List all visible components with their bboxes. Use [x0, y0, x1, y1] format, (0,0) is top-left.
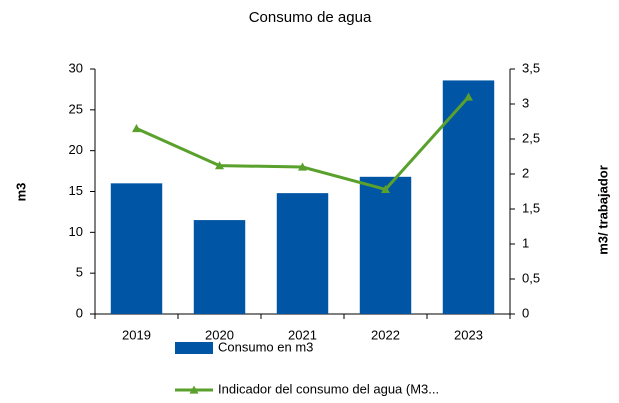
y-tick-label: 25	[69, 101, 83, 116]
y-tick-label: 20	[69, 142, 83, 157]
marker	[215, 161, 224, 170]
y-tick-label: 0	[76, 305, 83, 320]
marker	[298, 162, 307, 171]
x-tick-label: 2023	[454, 327, 483, 342]
marker	[132, 124, 141, 133]
y-tick-label: 5	[76, 265, 83, 280]
y2-tick-label: 2,5	[522, 130, 540, 145]
legend-swatch	[175, 342, 213, 354]
y-tick-label: 30	[69, 60, 83, 75]
legend-label: Consumo en m3	[218, 339, 313, 354]
y2-tick-label: 0,5	[522, 270, 540, 285]
legend-label: Indicador del consumo del agua (M3...	[218, 381, 439, 396]
bar	[193, 220, 246, 314]
y2-tick-label: 3,5	[522, 60, 540, 75]
y2-tick-label: 2	[522, 165, 529, 180]
x-tick-label: 2020	[205, 327, 234, 342]
y2-tick-label: 1	[522, 235, 529, 250]
x-tick-label: 2019	[122, 327, 151, 342]
chart-title: Consumo de agua	[249, 9, 372, 26]
marker	[464, 92, 473, 101]
y2-axis-label: m3/ trabajador	[595, 165, 610, 255]
y2-tick-label: 3	[522, 95, 529, 110]
marker	[381, 184, 390, 193]
y-tick-label: 15	[69, 183, 83, 198]
y-axis-label: m3	[13, 183, 28, 202]
y-tick-label: 10	[69, 224, 83, 239]
line	[135, 95, 470, 192]
bar	[442, 80, 495, 314]
bar	[359, 176, 412, 314]
x-tick-label: 2021	[288, 327, 317, 342]
y2-tick-label: 0	[522, 305, 529, 320]
x-tick-label: 2022	[371, 327, 400, 342]
bar	[276, 193, 329, 314]
bar	[110, 183, 163, 314]
legend-marker	[189, 385, 199, 394]
y2-tick-label: 1,5	[522, 200, 540, 215]
